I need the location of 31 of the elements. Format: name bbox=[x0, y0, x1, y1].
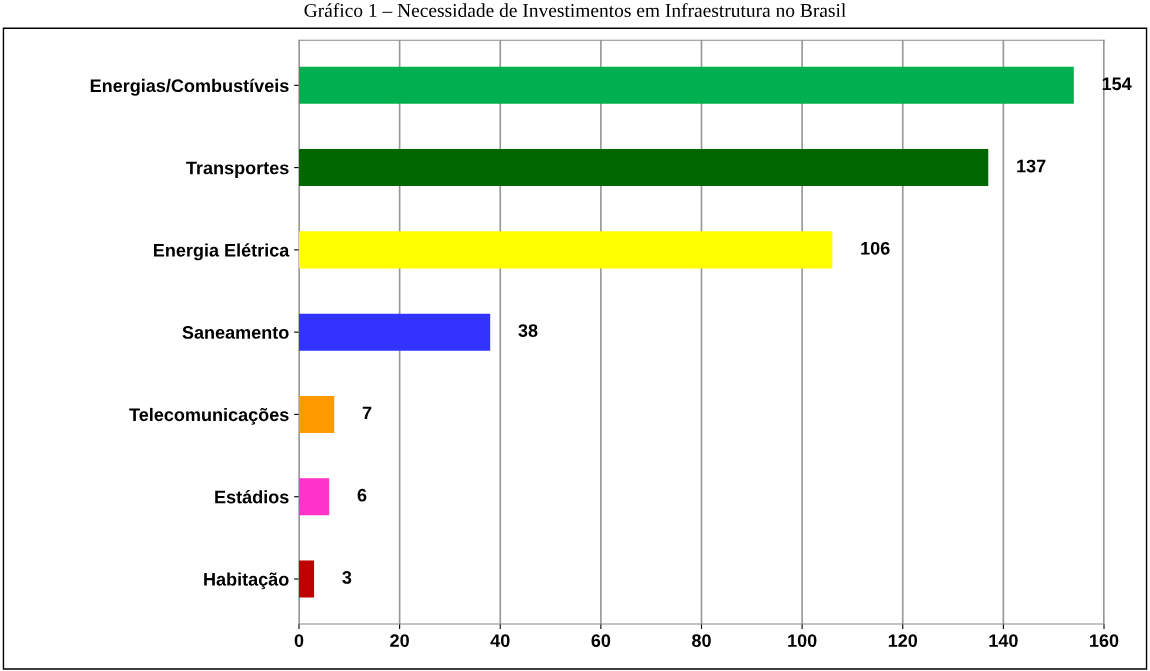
bar bbox=[299, 395, 335, 433]
x-tick-label: 120 bbox=[888, 634, 918, 648]
x-tick-label: 20 bbox=[390, 634, 409, 648]
y-tick-label: Estádios bbox=[215, 490, 289, 504]
data-label: 106 bbox=[861, 241, 890, 255]
y-tick-label: Transportes bbox=[186, 161, 289, 178]
y-tick-label: Energia Elétrica bbox=[154, 243, 290, 261]
y-tick-label: Habitação bbox=[204, 572, 289, 590]
x-tick-label: 100 bbox=[788, 634, 817, 648]
y-tick-label: Saneamento bbox=[182, 326, 289, 339]
data-label: 38 bbox=[518, 324, 538, 338]
data-label: 154 bbox=[1102, 77, 1132, 91]
data-label: 7 bbox=[362, 406, 372, 420]
x-tick-label: 60 bbox=[591, 634, 611, 648]
bar bbox=[299, 478, 330, 516]
bar bbox=[299, 231, 833, 269]
bar bbox=[299, 560, 315, 598]
bar bbox=[299, 313, 491, 351]
x-tick-label: 80 bbox=[692, 634, 711, 648]
bar bbox=[299, 149, 989, 187]
data-label: 3 bbox=[342, 571, 352, 584]
x-tick-label: 140 bbox=[989, 634, 1018, 648]
data-label: 137 bbox=[1017, 159, 1046, 173]
y-tick-label: Telecomunicações bbox=[129, 407, 289, 425]
data-label: 6 bbox=[357, 488, 367, 502]
y-tick-label: Energias/Combustíveis bbox=[90, 78, 289, 96]
x-tick-label: 0 bbox=[294, 634, 304, 648]
x-tick-label: 40 bbox=[490, 634, 510, 648]
bar bbox=[299, 66, 1074, 104]
chart-title: Gráfico 1 – Necessidade de Investimentos em Infraestrutura no Brasil bbox=[304, 3, 846, 18]
x-tick-label: 160 bbox=[1090, 634, 1119, 648]
